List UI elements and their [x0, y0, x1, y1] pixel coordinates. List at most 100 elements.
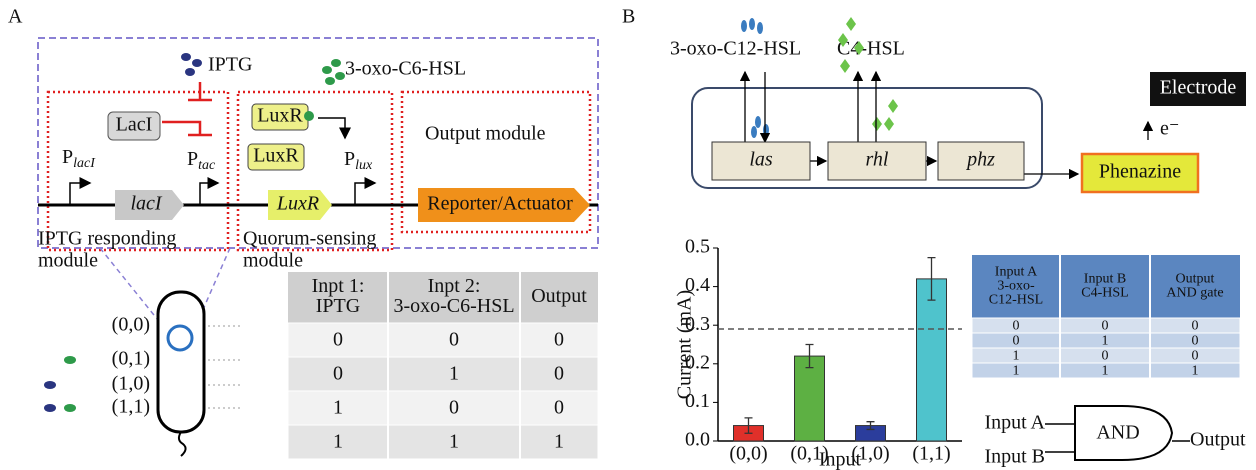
table-cell: 0 — [1013, 319, 1020, 334]
header-cell: 3-oxo- — [997, 279, 1035, 294]
bar — [917, 279, 947, 441]
gene-label: lacI — [130, 193, 162, 215]
electron-label: e⁻ — [1160, 118, 1179, 140]
molecule-label: 3-oxo-C6-HSL — [345, 58, 466, 80]
table-cell: 1 — [333, 431, 343, 453]
table-cell: 1 — [333, 397, 343, 419]
x-tick-label: (0,1) — [790, 443, 828, 465]
gate-input: Input A — [984, 412, 1045, 434]
module-label: module — [38, 250, 98, 272]
hsl-icon — [304, 111, 314, 121]
input-leaders — [208, 326, 240, 408]
table-cell: 0 — [554, 397, 564, 419]
y-tick-label: 0.0 — [685, 429, 710, 451]
table-cell: 0 — [1102, 319, 1109, 334]
module-label: IPTG responding — [38, 228, 176, 250]
gate-label: AND — [1096, 422, 1139, 444]
header-cell: 3-oxo-C6-HSL — [393, 295, 514, 317]
header-cell: Output — [531, 285, 587, 307]
bar — [795, 356, 825, 441]
x-tick-label: (0,0) — [729, 443, 767, 465]
electrode-label: Electrode — [1160, 77, 1237, 99]
header-cell: Inpt 1: — [312, 275, 365, 297]
input-label: (0,1) — [112, 348, 150, 370]
header-cell: IPTG — [316, 295, 360, 317]
promoter-label: Plux — [344, 148, 373, 174]
y-tick-label: 0.5 — [685, 236, 710, 258]
table-cell: 1 — [1102, 334, 1109, 349]
gate-output: Output — [1190, 429, 1246, 451]
table-cell: 1 — [449, 363, 459, 385]
gene-label: phz — [965, 149, 995, 171]
protein-label: LacI — [116, 114, 153, 136]
promoter-sub: lacI — [73, 156, 96, 171]
panel-label: A — [8, 6, 23, 28]
table-cell: 0 — [333, 363, 343, 385]
table-cell: 0 — [449, 397, 459, 419]
table-cell: 0 — [1013, 334, 1020, 349]
module-label: Quorum-sensing — [243, 228, 376, 250]
module-title: Output module — [425, 123, 546, 145]
gene-label: las — [749, 149, 773, 171]
phenazine-label: Phenazine — [1099, 161, 1181, 183]
gate-input: Input B — [984, 446, 1045, 468]
flagellum — [179, 432, 186, 456]
header-cell: Output — [1176, 272, 1215, 287]
hsl-icon — [322, 59, 345, 85]
table-cell: 1 — [1013, 349, 1020, 364]
table-cell: 0 — [1102, 349, 1109, 364]
c4-icon — [838, 17, 898, 131]
header-cell: AND gate — [1166, 286, 1223, 301]
iptg-icon — [181, 53, 202, 76]
promoter-label: Ptac — [187, 148, 216, 174]
table-cell: 1 — [554, 431, 564, 453]
table-cell: 0 — [333, 329, 343, 351]
cell — [158, 292, 204, 432]
gene-label: Reporter/Actuator — [427, 193, 573, 215]
table-cell: 0 — [449, 329, 459, 351]
header-cell: Inpt 2: — [428, 275, 481, 297]
promoter-sub: tac — [198, 158, 216, 173]
truth-table: Inpt 1:IPTG Inpt 2:3-oxo-C6-HSL Output 0 0 0 0… — [288, 272, 598, 459]
input-label: (1,0) — [112, 373, 150, 395]
table-cell: 0 — [554, 329, 564, 351]
promoter-main: P — [187, 148, 198, 170]
gene-label: rhl — [866, 149, 889, 171]
header-cell: Input B — [1084, 272, 1126, 287]
table-cell: 0 — [1192, 349, 1199, 364]
inhibition — [162, 82, 212, 135]
table-cell: 1 — [449, 431, 459, 453]
header-cell: C12-HSL — [989, 293, 1043, 308]
molecule-label: IPTG — [208, 54, 252, 76]
panel-label: B — [622, 6, 635, 28]
input-label: (0,0) — [112, 314, 150, 336]
protein-label: LuxR — [257, 105, 303, 127]
promoter-main: P — [62, 146, 73, 168]
table-cell: 0 — [1192, 334, 1199, 349]
promoter-label: PlacI — [62, 146, 96, 172]
x-tick-label: (1,0) — [851, 443, 889, 465]
truth-table: Input A3-oxo-C12-HSL Input BC4-HSL OutputA… — [972, 255, 1240, 379]
activation-arrow — [318, 118, 345, 138]
header-cell: Input A — [995, 265, 1038, 280]
table-cell: 1 — [1102, 364, 1109, 379]
table-cell: 1 — [1013, 364, 1020, 379]
y-axis-title: Current (mA) — [674, 290, 696, 399]
x-tick-label: (1,1) — [912, 443, 950, 465]
panel-a: A IPTG 3-oxo-C6-HSL LacI LuxR LuxR Outpu… — [8, 6, 598, 459]
promoter-sub: lux — [355, 158, 373, 173]
table-cell: 0 — [554, 363, 564, 385]
molecule-label: 3-oxo-C12-HSL — [670, 38, 801, 60]
gene-label: LuxR — [276, 193, 319, 215]
promoter-main: P — [344, 148, 355, 170]
module-label: module — [243, 250, 303, 272]
input-icons — [44, 356, 76, 412]
input-label: (1,1) — [112, 396, 150, 418]
protein-label: LuxR — [253, 145, 299, 167]
table-cell: 1 — [1192, 364, 1199, 379]
header-cell: C4-HSL — [1081, 286, 1128, 301]
table-cell: 0 — [1192, 319, 1199, 334]
figure: A IPTG 3-oxo-C6-HSL LacI LuxR LuxR Outpu… — [0, 0, 1256, 470]
panel-b: B 3-oxo-C12-HSL C4-HSL las rhl phz Phena… — [622, 6, 1246, 470]
